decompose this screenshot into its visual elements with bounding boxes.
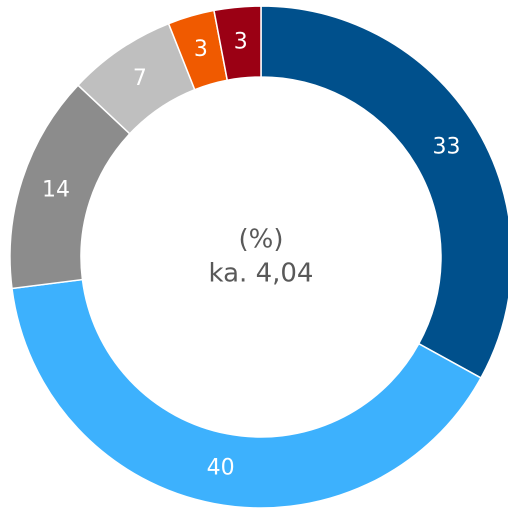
donut-segment bbox=[260, 5, 508, 379]
center-annotation: ka. 4,04 bbox=[209, 259, 314, 289]
segment-label: 3 bbox=[194, 37, 208, 62]
segment-label: 3 bbox=[234, 29, 248, 54]
segment-label: 14 bbox=[42, 177, 70, 202]
segment-label: 33 bbox=[432, 134, 460, 159]
donut bbox=[9, 5, 508, 509]
donut-segment bbox=[11, 278, 482, 509]
segment-label: 40 bbox=[207, 456, 235, 481]
donut-segment bbox=[213, 5, 262, 82]
segment-label: 7 bbox=[133, 66, 147, 91]
center-unit: (%) bbox=[239, 225, 284, 255]
